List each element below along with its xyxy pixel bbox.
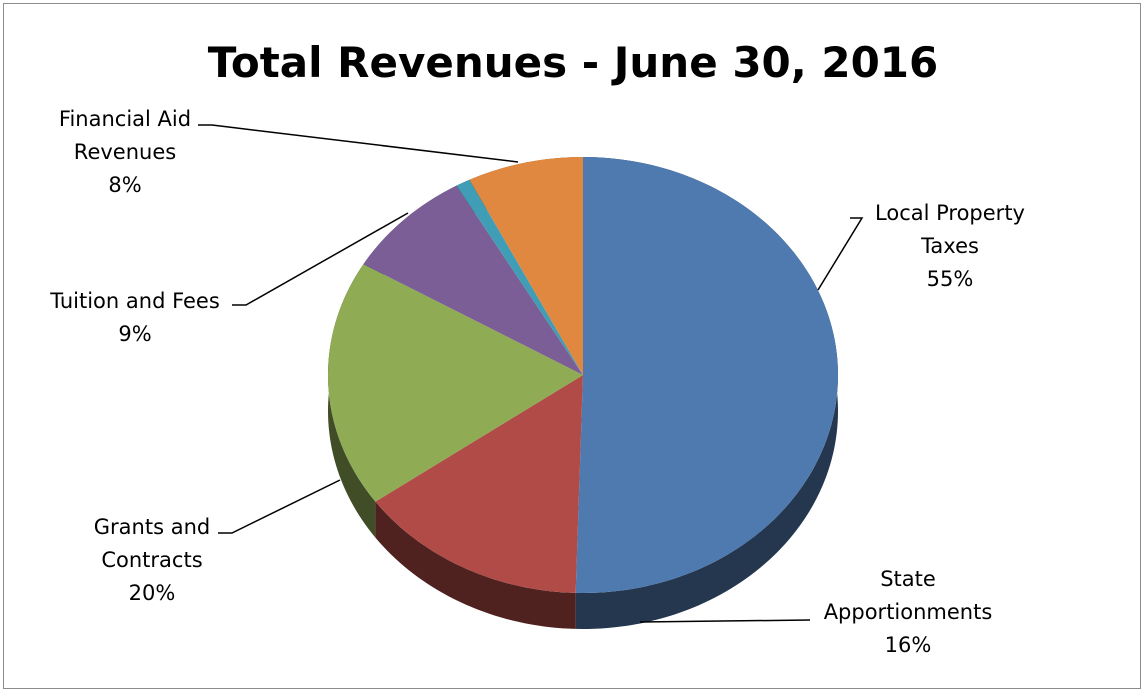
data-label: Financial Aid Revenues 8% — [35, 103, 215, 202]
value-label: 20% — [128, 581, 176, 605]
leader-line — [232, 212, 409, 306]
chart-frame — [3, 3, 1141, 689]
data-label: Local Property Taxes 55% — [850, 197, 1050, 296]
value-label: 55% — [926, 267, 974, 291]
pie-slice — [363, 185, 583, 375]
pie-slice — [469, 157, 583, 375]
leader-line — [817, 217, 864, 291]
pie-slice — [456, 179, 583, 375]
leader-lines — [198, 124, 864, 623]
pie-tops — [328, 157, 838, 593]
category-label: Financial Aid Revenues — [58, 107, 192, 164]
data-label: Grants and Contracts 20% — [77, 511, 227, 610]
category-label: Grants and Contracts — [93, 515, 211, 572]
leader-line — [639, 619, 811, 623]
category-label: Local Property Taxes — [875, 201, 1025, 258]
pie-slice — [575, 157, 838, 593]
pie-slice — [328, 264, 583, 502]
chart-title: Total Revenues - June 30, 2016 — [207, 38, 939, 87]
value-label: 16% — [884, 633, 932, 657]
data-label: State Apportionments 16% — [803, 563, 1013, 662]
value-label: 8% — [108, 173, 142, 197]
value-label: 9% — [118, 322, 152, 346]
category-label: Tuition and Fees — [50, 289, 220, 313]
pie-slice — [375, 375, 583, 593]
category-label: State Apportionments — [823, 567, 993, 624]
slice-side — [375, 501, 576, 629]
leader-line — [198, 124, 519, 163]
leader-line — [218, 479, 341, 534]
data-label: Tuition and Fees 9% — [15, 285, 255, 351]
